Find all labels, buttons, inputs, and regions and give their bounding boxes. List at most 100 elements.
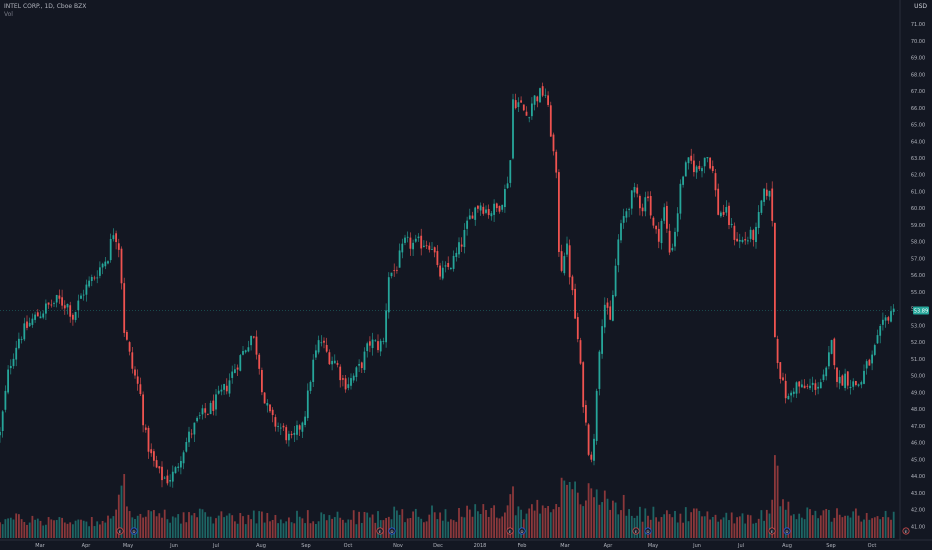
candle-body xyxy=(636,187,639,194)
volume-bar xyxy=(617,514,620,538)
x-tick-label: Oct xyxy=(868,543,877,549)
volume-bar xyxy=(768,513,771,538)
candle-body xyxy=(533,95,536,105)
volume-bar xyxy=(447,521,450,538)
volume-bar xyxy=(306,510,309,538)
candle-body xyxy=(528,117,531,119)
volume-bar xyxy=(444,509,447,538)
candle-body xyxy=(293,432,296,435)
volume-bar xyxy=(506,505,509,538)
candle-body xyxy=(12,358,15,367)
volume-bar xyxy=(609,509,612,538)
candle-body xyxy=(155,460,158,468)
candle-body xyxy=(77,300,80,311)
volume-bar xyxy=(185,522,188,538)
volume-bar xyxy=(787,501,790,538)
candle-body xyxy=(590,454,593,460)
volume-bar xyxy=(622,494,625,538)
event-marker-label: D xyxy=(521,529,524,534)
y-tick-label: 65.00 xyxy=(911,123,925,129)
candle-body xyxy=(803,385,806,389)
candle-body xyxy=(471,215,474,219)
candle-body xyxy=(558,172,560,252)
candle-body xyxy=(660,220,663,244)
candle-body xyxy=(668,230,671,253)
candle-body xyxy=(147,427,150,452)
volume-bar xyxy=(247,514,250,538)
candle-body xyxy=(725,207,728,213)
y-tick-label: 57.00 xyxy=(911,256,925,262)
candle-body xyxy=(684,162,687,177)
candle-body xyxy=(231,371,234,378)
volume-bar xyxy=(196,517,198,538)
volume-bar xyxy=(333,517,336,538)
volume-bar xyxy=(533,510,536,538)
candle-body xyxy=(844,373,846,389)
volume-bar xyxy=(53,520,55,538)
candle-body xyxy=(90,276,93,281)
candle-body xyxy=(196,417,198,422)
candle-body xyxy=(339,366,342,381)
volume-bar xyxy=(725,512,728,538)
candle-body xyxy=(236,367,239,370)
volume-bar xyxy=(865,513,868,538)
volume-bar xyxy=(7,518,9,538)
volume-bar xyxy=(433,512,436,538)
volume-bar xyxy=(279,519,282,538)
candle-body xyxy=(633,186,636,193)
candle-body xyxy=(587,424,590,455)
y-tick-label: 49.00 xyxy=(911,390,925,396)
candle-body xyxy=(493,203,495,215)
candle-body xyxy=(350,378,352,386)
volume-bar xyxy=(250,519,252,538)
volume-bar xyxy=(304,523,306,538)
candle-body xyxy=(153,451,155,461)
volume-bar xyxy=(382,520,385,538)
volume-bar xyxy=(747,514,749,538)
last-price-value: 53.89 xyxy=(914,309,928,315)
candle-body xyxy=(479,205,482,211)
candle-body xyxy=(506,183,509,189)
volume-bar xyxy=(174,517,177,538)
x-tick-label: Sep xyxy=(826,543,835,549)
event-marker xyxy=(130,527,138,535)
volume-bar xyxy=(363,511,366,538)
volume-bar xyxy=(782,499,784,538)
candle-body xyxy=(830,340,833,354)
volume-bar xyxy=(428,514,431,538)
candle-body xyxy=(220,389,223,392)
candle-body xyxy=(882,319,884,325)
candle-body xyxy=(828,352,830,367)
candle-body xyxy=(315,350,317,358)
event-marker-label: D xyxy=(786,529,789,534)
candle-body xyxy=(223,384,225,390)
candle-body xyxy=(325,344,328,352)
volume-bar xyxy=(242,516,244,538)
candle-body xyxy=(768,190,771,197)
event-marker-label: E xyxy=(771,529,774,534)
x-tick-label: Jul xyxy=(737,543,744,549)
volume-bar xyxy=(204,512,207,538)
candle-body xyxy=(425,245,428,247)
x-tick-label: Oct xyxy=(344,543,353,549)
candle-body xyxy=(131,352,134,369)
volume-bar xyxy=(404,522,406,538)
candle-body xyxy=(69,305,72,317)
candle-body xyxy=(757,212,760,228)
y-tick-label: 45.00 xyxy=(911,457,925,463)
candle-body xyxy=(701,168,703,172)
candle-body xyxy=(720,212,722,217)
volume-bar xyxy=(657,521,660,538)
y-tick-label: 53.00 xyxy=(911,323,925,329)
candle-body xyxy=(107,261,109,264)
x-tick-label: Feb xyxy=(518,543,527,549)
volume-bar xyxy=(612,500,614,538)
volume-bar xyxy=(819,515,822,538)
candle-body xyxy=(706,157,709,159)
candle-body xyxy=(72,314,74,320)
volume-bar xyxy=(828,509,830,538)
volume-bar xyxy=(45,524,47,538)
volume-bar xyxy=(401,509,404,538)
volume-bar xyxy=(193,513,196,538)
